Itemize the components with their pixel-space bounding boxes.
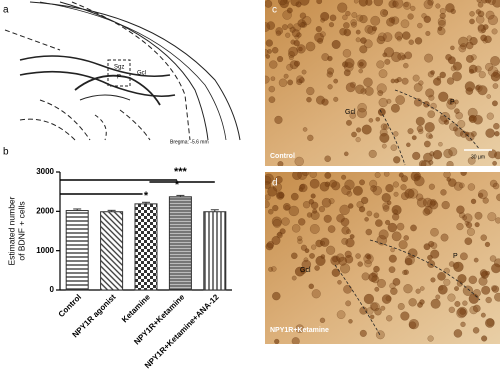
x-tick-label: Ketamine (120, 292, 152, 324)
region-label: P (117, 75, 121, 81)
condition-label: NPY1R+Ketamine (270, 327, 329, 334)
x-tick-label: NPY1R+Ketamine+ANA-12 (143, 292, 221, 370)
region-label: Sgz (114, 65, 124, 71)
y-tick-label: 3000 (36, 167, 54, 176)
region-label: P (453, 253, 458, 260)
bar (65, 210, 89, 291)
panel-label: c (272, 5, 277, 16)
significance-label: *** (174, 166, 188, 178)
x-tick-label: Control (57, 293, 83, 319)
y-tick-label: 2000 (36, 206, 54, 215)
region-label: P (450, 99, 455, 106)
bregma-label: Bregma: -5.6 mm (170, 139, 209, 145)
region-label: Gcl (300, 267, 311, 274)
bar (168, 196, 192, 291)
panel-label: a (3, 5, 9, 16)
y-axis-label: of BDNF + cells (16, 201, 26, 260)
region-label: Gcl (137, 71, 146, 77)
bar (134, 203, 158, 291)
condition-label: Control (270, 153, 295, 160)
micrograph (265, 172, 500, 344)
y-axis-label: Estimated number (6, 196, 16, 265)
bar-chart: 0 1000 2000 3000 Estimated number of BDNF + c… (6, 166, 232, 370)
bar (203, 211, 227, 291)
significance-label: * (144, 190, 149, 202)
atlas-drawing (4, 1, 241, 141)
micrograph (265, 0, 500, 166)
panel-label: d (272, 178, 278, 189)
scale-bar-label: 30 µm (471, 154, 485, 160)
y-tick-label: 1000 (36, 246, 54, 255)
region-label: Gcl (345, 109, 356, 116)
significance-label: * (175, 179, 180, 191)
bar (100, 211, 124, 291)
panel-label: b (3, 147, 9, 158)
y-tick-label: 0 (50, 285, 55, 294)
